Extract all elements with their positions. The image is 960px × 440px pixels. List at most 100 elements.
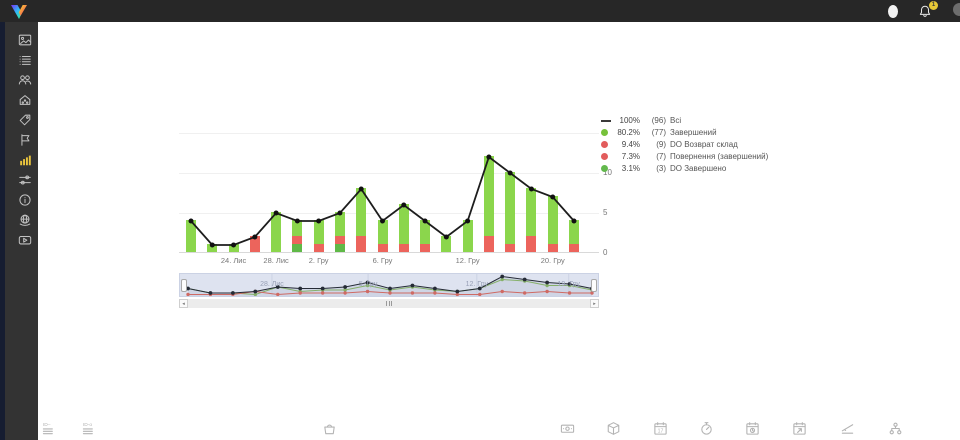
stacked-bar[interactable] (207, 244, 218, 252)
stacked-bar[interactable] (271, 212, 282, 252)
stacked-bar[interactable] (505, 172, 516, 252)
sidebar-item-customers[interactable] (18, 73, 32, 87)
bar-segment (249, 236, 260, 252)
bar-segment (377, 244, 388, 252)
stacked-bar[interactable] (249, 236, 260, 252)
bar-segment (356, 188, 367, 236)
bar-segment (547, 244, 558, 252)
toolbar-orders-id-list[interactable]: ID– (42, 421, 57, 436)
bar-segment (334, 212, 345, 236)
sidebar-item-campaigns[interactable] (18, 133, 32, 147)
stacked-bar[interactable] (228, 244, 239, 252)
stacked-bar[interactable] (292, 220, 303, 252)
bar-segment (292, 236, 303, 244)
scrollbar-grip[interactable] (382, 301, 396, 306)
chart-plot-area[interactable] (179, 113, 599, 253)
navigator-tick-label: 12. Гру (465, 281, 488, 288)
bar-segment (483, 156, 494, 236)
legend-dot-marker (601, 164, 614, 172)
bar-segment (186, 220, 196, 252)
legend-label: DO Возврат склад (670, 139, 738, 149)
sidebar-item-integrations[interactable] (18, 213, 32, 227)
legend-item[interactable]: 3.1% (3) DO Завершено (601, 162, 787, 174)
bar-segment (228, 244, 239, 252)
legend-item[interactable]: 100% (96) Всі (601, 115, 787, 127)
stacked-bar[interactable] (186, 220, 196, 252)
sidebar-item-about[interactable] (18, 193, 32, 207)
sidebar-item-promotions[interactable] (18, 113, 32, 127)
navigator-right-handle[interactable] (591, 279, 597, 292)
legend-item[interactable]: 80.2% (77) Завершений (601, 127, 787, 139)
stacked-bar[interactable] (547, 196, 558, 252)
bar-segment (292, 220, 303, 236)
theme-toggle-icon[interactable] (888, 5, 898, 18)
stacked-bar[interactable] (526, 188, 537, 252)
gridline (179, 173, 599, 174)
top-bar (0, 0, 960, 22)
legend-dot-marker (601, 140, 614, 148)
avatar[interactable] (953, 3, 960, 16)
legend-item[interactable]: 7.3% (7) Повернення (завершений) (601, 150, 787, 162)
bar-segment (547, 196, 558, 244)
toolbar-level-report[interactable] (840, 421, 855, 436)
navigator-tick-label: 5. Гру (358, 281, 378, 288)
chart-navigator[interactable]: 28. Лис 5. Гру 12. Гру 19. Гру (179, 273, 599, 297)
toolbar-structure-report[interactable] (888, 421, 903, 436)
app-logo-icon[interactable] (9, 3, 29, 20)
toolbar-calendar-export-report[interactable] (792, 421, 807, 436)
toolbar-orders-id-status-list[interactable]: ID-o (82, 421, 97, 436)
chart-scrollbar[interactable]: ◂ ▸ (179, 299, 599, 308)
stacked-bar[interactable] (334, 212, 345, 252)
legend-label: DO Завершено (670, 163, 727, 173)
notifications-bell-icon[interactable] (918, 4, 932, 19)
sidebar-item-dashboard[interactable] (18, 33, 32, 47)
stacked-bar[interactable] (441, 236, 452, 252)
stacked-bar[interactable] (377, 220, 388, 252)
bar-segment (420, 220, 431, 244)
toolbar-basket-report[interactable] (322, 421, 337, 436)
toolbar-products-report[interactable] (606, 421, 621, 436)
sidebar-item-warehouse[interactable] (18, 93, 32, 107)
gridline (179, 213, 599, 214)
y-tick-label: 0 (603, 248, 608, 257)
stacked-bar[interactable] (462, 220, 473, 252)
stacked-bar[interactable] (398, 204, 409, 252)
legend-item[interactable]: 9.4% (9) DO Возврат склад (601, 139, 787, 151)
sidebar-item-video-guide[interactable] (18, 233, 32, 247)
sidebar-item-orders[interactable] (18, 53, 32, 67)
toolbar-payments-report[interactable] (560, 421, 575, 436)
bar-segment (483, 236, 494, 252)
stacked-bar[interactable] (356, 188, 367, 252)
legend-percent: 100% (619, 116, 640, 126)
stacked-bar[interactable] (420, 220, 431, 252)
legend-label: Повернення (завершений) (670, 151, 769, 161)
scroll-right-button[interactable]: ▸ (590, 299, 599, 308)
x-tick-label: 20. Гру (540, 256, 565, 265)
stacked-bar[interactable] (483, 156, 494, 252)
legend-dot-marker (601, 129, 614, 137)
toolbar-calendar-time-report[interactable] (745, 421, 760, 436)
main-sidebar (0, 0, 38, 440)
navigator-tick-label: 19. Гру (557, 281, 580, 288)
bar-segment (377, 220, 388, 244)
bar-segment (398, 244, 409, 252)
bar-segment (569, 220, 579, 244)
toolbar-processing-time-report[interactable] (699, 421, 714, 436)
scroll-left-button[interactable]: ◂ (179, 299, 188, 308)
stacked-bar[interactable] (569, 220, 579, 252)
legend-count: (3) (656, 163, 666, 173)
legend-count: (96) (651, 116, 666, 126)
sidebar-item-analytics[interactable] (18, 153, 32, 167)
navigator-left-handle[interactable] (181, 279, 187, 292)
bar-segment (207, 244, 218, 252)
x-tick-label: 2. Гру (308, 256, 329, 265)
stacked-bar[interactable] (313, 220, 324, 252)
legend-count: (9) (656, 139, 666, 149)
bar-segment (420, 244, 431, 252)
bar-segment (526, 236, 537, 252)
bar-segment (462, 220, 473, 252)
sidebar-item-settings[interactable] (18, 173, 32, 187)
toolbar-calendar-day-report[interactable]: 17 (653, 421, 668, 436)
legend-line-marker (601, 119, 614, 122)
legend-percent: 7.3% (621, 151, 640, 161)
